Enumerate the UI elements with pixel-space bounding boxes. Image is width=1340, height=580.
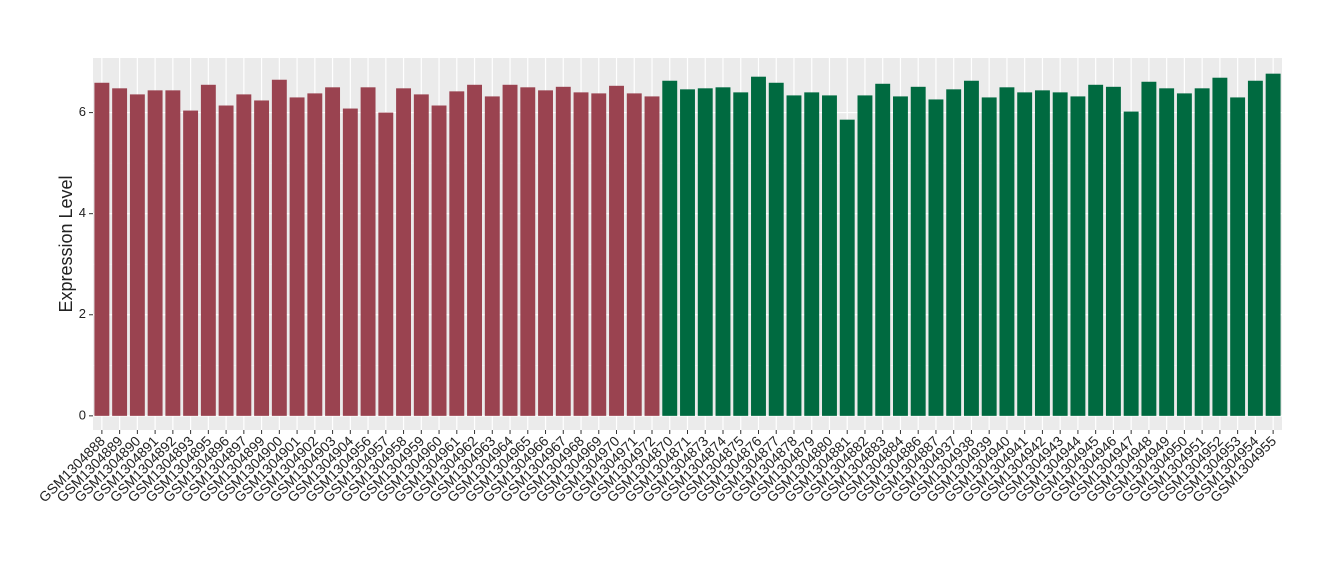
bar xyxy=(1159,88,1175,416)
bar xyxy=(875,83,891,416)
bar xyxy=(431,105,447,416)
bar xyxy=(236,94,252,416)
bar xyxy=(573,92,589,416)
bar xyxy=(183,110,199,416)
bar xyxy=(804,92,820,416)
bar xyxy=(254,100,270,416)
bar xyxy=(94,82,110,416)
bar xyxy=(289,97,305,416)
bar xyxy=(680,89,695,416)
bar xyxy=(697,88,713,416)
bar xyxy=(963,80,979,416)
bar xyxy=(1230,97,1246,416)
bar xyxy=(857,95,873,416)
bar xyxy=(165,90,181,416)
bar xyxy=(644,96,660,416)
bar xyxy=(467,84,482,416)
bar xyxy=(1052,92,1068,416)
bar xyxy=(751,76,766,416)
bar xyxy=(591,93,607,416)
bar xyxy=(981,97,997,416)
bar xyxy=(129,94,145,416)
bar xyxy=(413,94,429,416)
bar xyxy=(218,105,234,416)
y-tick-label: 6 xyxy=(79,104,86,119)
bar xyxy=(520,87,536,416)
bar xyxy=(200,84,216,416)
bar xyxy=(946,89,962,416)
bar xyxy=(733,92,749,416)
bar xyxy=(396,88,412,416)
bar xyxy=(715,87,731,416)
y-tick-label: 2 xyxy=(79,306,86,321)
bar xyxy=(609,85,624,416)
bar xyxy=(502,84,518,416)
bar xyxy=(1088,84,1104,416)
y-tick-label: 4 xyxy=(79,205,86,220)
bar xyxy=(1265,73,1281,416)
bar xyxy=(378,112,394,416)
bar xyxy=(112,88,128,416)
bar xyxy=(662,80,678,416)
bar xyxy=(1034,90,1050,416)
bar xyxy=(1105,86,1121,416)
bar xyxy=(538,90,553,416)
bar xyxy=(360,87,376,416)
bar xyxy=(786,95,802,416)
bar xyxy=(1123,111,1139,416)
bar xyxy=(449,91,465,416)
bar xyxy=(1176,93,1192,416)
bar xyxy=(555,86,571,416)
bar xyxy=(1141,81,1157,416)
bar xyxy=(147,90,163,416)
bar xyxy=(999,87,1015,416)
bar xyxy=(768,82,784,416)
bar xyxy=(1070,96,1086,416)
bar xyxy=(325,87,341,416)
bar xyxy=(910,86,926,416)
bar xyxy=(271,79,287,416)
bar xyxy=(1017,92,1033,416)
bar xyxy=(1212,77,1228,416)
bar xyxy=(307,93,323,416)
bar xyxy=(342,108,358,416)
bar xyxy=(626,93,642,416)
y-axis-title: Expression Level xyxy=(56,175,76,312)
bar xyxy=(893,96,908,416)
bar xyxy=(822,95,837,416)
bar xyxy=(839,119,855,416)
bar xyxy=(1247,80,1263,416)
bar xyxy=(1194,88,1210,416)
bar xyxy=(484,96,500,416)
bar xyxy=(928,99,944,416)
y-tick-label: 0 xyxy=(79,407,86,422)
